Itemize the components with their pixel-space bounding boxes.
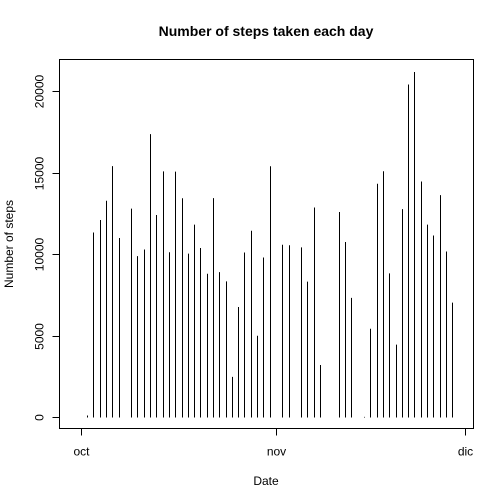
x-axis: oct nov dic — [73, 428, 473, 459]
y-tick-label-15000: 15000 — [33, 156, 47, 190]
x-tick-label-oct: oct — [73, 445, 90, 459]
y-tick-label-20000: 20000 — [33, 74, 47, 108]
x-axis-label: Date — [253, 474, 279, 488]
y-tick-label-10000: 10000 — [33, 237, 47, 271]
chart-title: Number of steps taken each day — [159, 23, 374, 39]
bars-group — [87, 72, 453, 418]
y-tick-label-0: 0 — [33, 414, 47, 421]
y-axis-label: Number of steps — [2, 200, 16, 288]
x-tick-label-nov: nov — [267, 445, 286, 459]
x-tick-label-dic: dic — [458, 445, 473, 459]
y-tick-label-5000: 5000 — [33, 323, 47, 350]
y-axis: 0 5000 10000 15000 20000 — [33, 74, 60, 421]
